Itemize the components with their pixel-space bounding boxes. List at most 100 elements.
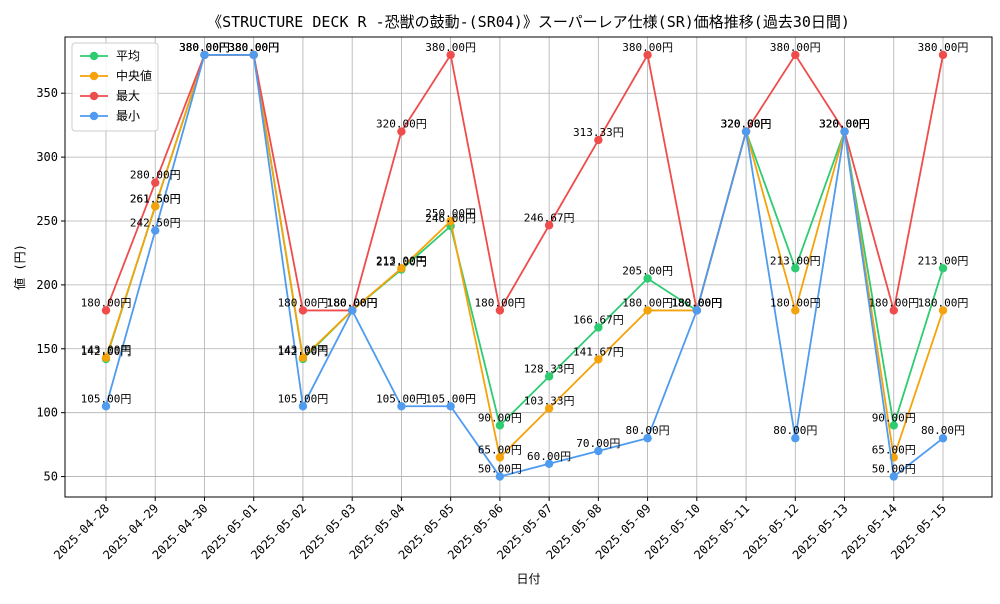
axis-ticks: 2025-04-282025-04-292025-04-302025-05-01… [36, 86, 949, 562]
data-point [643, 306, 652, 315]
data-point [643, 50, 652, 60]
data-label: 80.00円 [773, 424, 817, 437]
data-label: 380.00円 [179, 41, 230, 54]
data-label: 142.00円 [81, 345, 132, 358]
data-label: 180.00円 [327, 296, 378, 309]
data-label: 180.00円 [868, 296, 919, 309]
data-point [397, 402, 406, 411]
data-label: 166.67円 [573, 313, 624, 326]
data-point [151, 178, 160, 187]
data-label: 50.00円 [872, 463, 916, 476]
data-label: 205.00円 [622, 265, 673, 278]
data-label: 60.00円 [527, 450, 571, 463]
data-label: 180.00円 [475, 296, 526, 309]
data-label: 380.00円 [179, 41, 230, 54]
data-point [938, 434, 948, 443]
data-label: 212.00円 [376, 256, 427, 269]
data-label: 213.00円 [770, 254, 821, 267]
data-label: 90.00円 [478, 411, 522, 424]
data-point [446, 50, 455, 60]
data-label: 65.00円 [478, 443, 522, 456]
data-point [446, 216, 455, 226]
data-point [643, 434, 652, 443]
data-point [889, 421, 898, 430]
data-point [101, 402, 111, 411]
chart-title: 《STRUCTURE DECK R -恐獣の鼓動-(SR04)》スーパーレア仕様… [207, 13, 850, 31]
data-label: 280.00円 [130, 169, 181, 182]
data-label: 380.00円 [179, 41, 230, 54]
y-tick-label: 150 [36, 342, 58, 356]
data-point [791, 50, 800, 60]
data-label: 80.00円 [921, 424, 965, 437]
legend-label-中央値: 中央値 [116, 68, 152, 83]
data-label: 320.00円 [721, 118, 772, 131]
data-point [101, 353, 111, 362]
data-label: 380.00円 [228, 41, 279, 54]
data-label: 65.00円 [872, 443, 916, 456]
data-label: 380.00円 [918, 41, 969, 54]
data-label: 380.00円 [228, 41, 279, 54]
data-point [200, 50, 209, 60]
data-label: 213.00円 [376, 254, 427, 267]
y-tick-label: 350 [36, 86, 58, 100]
data-label: 143.00円 [81, 344, 132, 357]
data-label: 380.00円 [228, 41, 279, 54]
data-point [643, 274, 652, 283]
y-axis-label: 値 (円) [12, 244, 27, 290]
data-point [495, 453, 505, 462]
data-point [544, 221, 554, 230]
legend-box [71, 42, 159, 132]
data-point [594, 323, 603, 332]
data-label: 320.00円 [721, 118, 772, 131]
legend-marker-中央値 [89, 71, 99, 81]
data-point [446, 402, 455, 411]
data-label: 180.00円 [671, 296, 722, 309]
data-label: 50.00円 [478, 463, 522, 476]
data-point [495, 472, 505, 481]
data-label: 320.00円 [376, 118, 427, 131]
data-point [101, 306, 111, 315]
data-point [249, 50, 258, 60]
data-label: 105.00円 [278, 392, 329, 405]
data-point [889, 306, 898, 315]
data-label: 90.00円 [872, 411, 916, 424]
data-point [692, 306, 702, 315]
data-point [938, 264, 948, 273]
data-point [495, 421, 505, 430]
data-label: 80.00円 [626, 424, 670, 437]
y-tick-label: 200 [36, 278, 58, 292]
data-point [495, 306, 505, 315]
y-tick-label: 100 [36, 406, 58, 420]
data-point [544, 372, 554, 381]
data-label: 320.00円 [721, 118, 772, 131]
data-label: 320.00円 [819, 118, 870, 131]
data-label: 180.00円 [327, 296, 378, 309]
data-label: 320.00円 [721, 118, 772, 131]
data-label: 105.00円 [81, 392, 132, 405]
data-label: 180.00円 [81, 296, 132, 309]
legend-marker-最大 [89, 91, 99, 101]
data-point [298, 402, 308, 411]
data-label: 380.00円 [425, 41, 476, 54]
data-label: 142.00円 [278, 345, 329, 358]
data-point [298, 353, 308, 362]
plot-frame [64, 36, 993, 498]
data-label: 103.33円 [524, 394, 575, 407]
y-tick-label: 50 [44, 470, 58, 484]
data-labels: 142.00円261.50円380.00円380.00円142.00円180.0… [81, 41, 969, 476]
data-point [397, 127, 406, 136]
data-label: 261.50円 [130, 192, 181, 205]
data-label: 180.00円 [622, 296, 673, 309]
legend-marker-最小 [89, 111, 99, 121]
data-label: 380.00円 [179, 41, 230, 54]
x-axis-label: 日付 [516, 572, 540, 586]
data-point [544, 459, 554, 468]
data-label: 213.00円 [918, 254, 969, 267]
data-point [298, 306, 308, 315]
data-label: 128.33円 [524, 362, 575, 375]
data-label: 180.00円 [770, 296, 821, 309]
data-label: 105.00円 [376, 392, 427, 405]
